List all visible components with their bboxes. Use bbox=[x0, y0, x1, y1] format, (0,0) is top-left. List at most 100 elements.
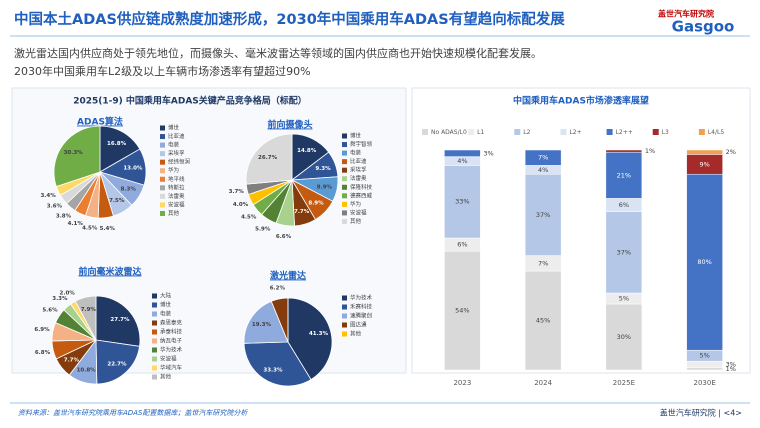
data-label: 9.3% bbox=[315, 166, 331, 172]
legend-label: 速腾聚创 bbox=[350, 312, 372, 320]
data-label: 7% bbox=[538, 154, 548, 162]
legend-swatch bbox=[342, 295, 347, 301]
legend-swatch bbox=[342, 184, 347, 190]
legend-label: 地平线 bbox=[168, 175, 185, 183]
legend-swatch bbox=[152, 302, 157, 308]
pie-slice bbox=[95, 295, 141, 347]
logo-en: Gasgoo bbox=[672, 18, 735, 36]
data-label: 6.9% bbox=[34, 327, 50, 333]
legend-swatch bbox=[152, 293, 157, 299]
legend-label: L2 bbox=[523, 129, 530, 136]
data-label: 30% bbox=[617, 333, 631, 341]
bar-segment bbox=[686, 367, 723, 371]
data-label: 7.5% bbox=[109, 198, 125, 204]
legend-swatch bbox=[152, 356, 157, 362]
legend-swatch bbox=[160, 151, 165, 157]
legend-label: 安波福 bbox=[160, 355, 177, 363]
legend-label: 电装 bbox=[350, 149, 362, 157]
legend-label: 德赛西威 bbox=[350, 191, 373, 199]
data-label: 6% bbox=[457, 241, 467, 249]
legend-label: 保隆科技 bbox=[350, 183, 373, 191]
legend-swatch bbox=[342, 210, 347, 216]
data-label: 8.3% bbox=[121, 187, 137, 193]
bar-segment bbox=[444, 165, 481, 239]
legend-label: 安波福 bbox=[350, 208, 367, 216]
pie-slice bbox=[245, 133, 293, 185]
legend-swatch bbox=[342, 193, 347, 199]
bar-segment bbox=[444, 250, 481, 371]
data-label: 54% bbox=[455, 307, 469, 315]
legend-swatch bbox=[342, 331, 347, 337]
data-label: 2% bbox=[726, 148, 736, 156]
subtitle-line: 激光雷达国内供应商处于领先地位，而摄像头、毫米波雷达等领域的国内供应商也开始快速… bbox=[14, 46, 542, 60]
bar-segment bbox=[524, 149, 562, 166]
legend-label: 法雷奥 bbox=[168, 192, 185, 200]
legend-label: 图达通 bbox=[350, 321, 367, 329]
legend-swatch bbox=[152, 365, 157, 371]
legend-swatch bbox=[342, 313, 347, 319]
legend-swatch bbox=[152, 338, 157, 344]
legend-label: 博世 bbox=[160, 301, 172, 309]
legend-label: 比亚迪 bbox=[350, 157, 367, 165]
legend-swatch bbox=[652, 129, 659, 135]
data-label: 6% bbox=[619, 201, 629, 209]
legend-swatch bbox=[152, 347, 157, 353]
chart-title: 中国乘用车ADAS市场渗透率展望 bbox=[513, 95, 649, 107]
bar-segment bbox=[605, 303, 643, 371]
data-label: 27.7% bbox=[110, 317, 130, 323]
legend-swatch bbox=[152, 374, 157, 380]
legend-label: L1 bbox=[477, 129, 484, 136]
data-label: 19.3% bbox=[252, 322, 272, 328]
data-label: 3.8% bbox=[56, 213, 72, 219]
legend-swatch bbox=[160, 159, 165, 165]
legend-label: 采埃孚 bbox=[168, 149, 185, 157]
pie-slice bbox=[287, 297, 333, 381]
pie-title: 前向毫米波雷达 bbox=[78, 266, 141, 278]
legend-label: 其他 bbox=[350, 217, 362, 225]
legend-label: 博世 bbox=[350, 132, 362, 140]
bar-segment bbox=[524, 173, 562, 256]
legend-swatch bbox=[606, 129, 613, 135]
legend-swatch bbox=[698, 129, 705, 135]
data-label: 6.6% bbox=[276, 234, 292, 240]
legend-swatch bbox=[342, 218, 347, 224]
data-label: 4.5% bbox=[82, 226, 98, 232]
legend-swatch bbox=[160, 125, 165, 131]
legend-label: L3 bbox=[662, 129, 669, 136]
data-label: 22.7% bbox=[107, 361, 127, 367]
footer-brand: 盖世汽车研究院 | <4> bbox=[660, 408, 742, 418]
data-label: 4.5% bbox=[241, 215, 257, 221]
legend-label: 森思泰克 bbox=[160, 319, 183, 327]
legend-label: 其他 bbox=[160, 373, 172, 381]
legend-swatch bbox=[160, 176, 165, 182]
data-label: 13.0% bbox=[123, 166, 143, 172]
pie-slice bbox=[243, 300, 289, 344]
bar-segment bbox=[524, 270, 562, 371]
data-label: 37% bbox=[617, 248, 631, 256]
bar-segment bbox=[444, 149, 481, 157]
data-label: 5% bbox=[699, 352, 709, 360]
legend-label: 安波福 bbox=[168, 200, 185, 208]
legend-swatch bbox=[152, 320, 157, 326]
legend-swatch bbox=[342, 176, 347, 182]
pie-slice bbox=[95, 339, 140, 385]
data-label: 3% bbox=[483, 149, 493, 157]
legend-label: 电装 bbox=[160, 310, 172, 318]
pie-slice bbox=[74, 295, 97, 341]
legend-swatch bbox=[342, 133, 347, 139]
legend-label: L4/L5 bbox=[708, 129, 725, 136]
logo-cn: 盖世汽车研究院 bbox=[658, 9, 714, 19]
data-label: 4% bbox=[538, 166, 548, 174]
legend-swatch bbox=[342, 150, 347, 156]
legend-swatch bbox=[160, 202, 165, 208]
data-label: 80% bbox=[697, 258, 711, 266]
legend-swatch bbox=[160, 134, 165, 140]
data-label: 1% bbox=[726, 365, 736, 373]
x-tick-label: 2025E bbox=[613, 379, 635, 387]
data-label: 41.3% bbox=[309, 331, 329, 337]
pie-title: 前向摄像头 bbox=[267, 119, 312, 131]
legend-label: 大陆 bbox=[160, 292, 172, 300]
legend-label: 舜宇智领 bbox=[350, 140, 373, 148]
data-label: 6.8% bbox=[35, 350, 51, 356]
data-label: 9% bbox=[699, 160, 709, 168]
